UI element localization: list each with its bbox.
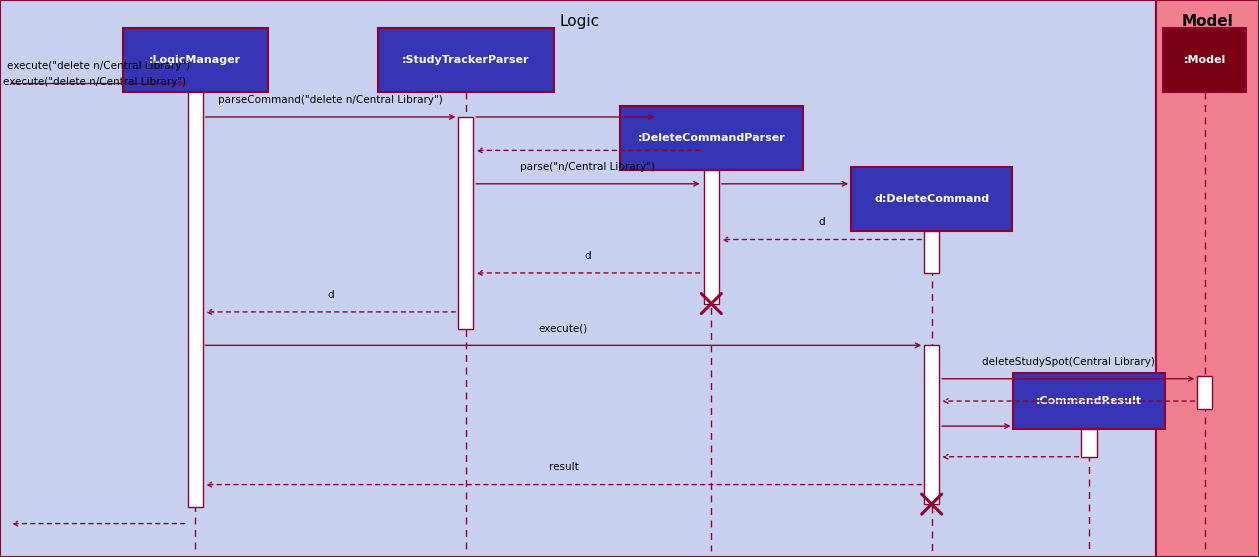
Bar: [704, 170, 719, 304]
Text: d: d: [327, 290, 334, 300]
Text: Model: Model: [1181, 14, 1234, 29]
Text: parse("n/Central Library"): parse("n/Central Library"): [520, 162, 656, 172]
Bar: [1013, 373, 1165, 429]
Bar: [851, 167, 1012, 231]
Text: parseCommand("delete n/Central Library"): parseCommand("delete n/Central Library"): [218, 95, 443, 105]
Text: d: d: [818, 217, 825, 227]
Bar: [619, 106, 803, 170]
Text: execute("delete n/Central Library"): execute("delete n/Central Library"): [3, 77, 186, 87]
Bar: [188, 81, 203, 507]
Text: execute("delete n/Central Library"): execute("delete n/Central Library"): [6, 61, 190, 71]
Text: :CommandResult: :CommandResult: [1036, 396, 1142, 406]
Bar: [122, 28, 267, 92]
Bar: [924, 231, 939, 273]
Text: :DeleteCommandParser: :DeleteCommandParser: [637, 133, 786, 143]
Bar: [1163, 28, 1246, 92]
Text: d:DeleteCommand: d:DeleteCommand: [874, 194, 990, 204]
Bar: [924, 345, 939, 504]
Text: :LogicManager: :LogicManager: [149, 55, 242, 65]
Bar: [1081, 429, 1097, 457]
Bar: [1156, 0, 1259, 557]
Text: d: d: [584, 251, 592, 261]
Text: deleteStudySpot(Central Library): deleteStudySpot(Central Library): [982, 356, 1155, 367]
Text: :Model: :Model: [1183, 55, 1226, 65]
Text: :StudyTrackerParser: :StudyTrackerParser: [402, 55, 530, 65]
Text: result: result: [549, 462, 578, 472]
Text: Logic: Logic: [559, 14, 599, 29]
Text: execute(): execute(): [539, 323, 588, 333]
Bar: [1197, 376, 1212, 409]
Bar: [378, 28, 554, 92]
Bar: [458, 117, 473, 329]
